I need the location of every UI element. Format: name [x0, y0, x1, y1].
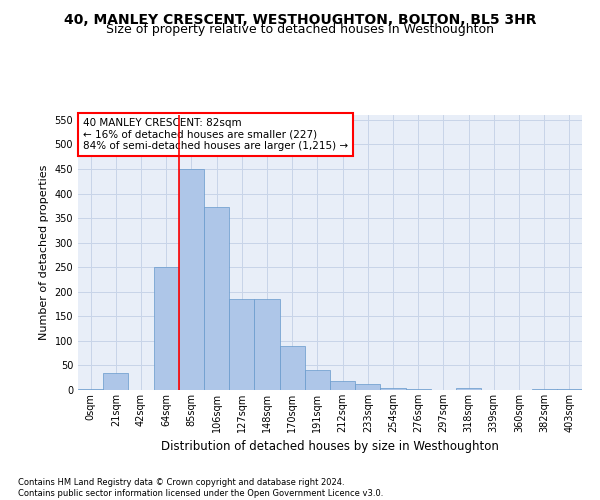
Bar	[254, 299, 280, 390]
Bar	[456, 388, 481, 390]
Bar	[330, 380, 355, 390]
Bar	[78, 388, 103, 390]
X-axis label: Distribution of detached houses by size in Westhoughton: Distribution of detached houses by size …	[161, 440, 499, 454]
Text: 40 MANLEY CRESCENT: 82sqm
← 16% of detached houses are smaller (227)
84% of semi: 40 MANLEY CRESCENT: 82sqm ← 16% of detac…	[83, 118, 348, 151]
Bar	[557, 388, 582, 390]
Bar	[229, 299, 254, 390]
Bar	[532, 389, 557, 390]
Bar	[380, 388, 406, 390]
Bar	[355, 384, 380, 390]
Bar	[280, 346, 305, 390]
Bar	[154, 267, 179, 390]
Bar	[179, 169, 204, 390]
Bar	[204, 208, 229, 390]
Text: Size of property relative to detached houses in Westhoughton: Size of property relative to detached ho…	[106, 22, 494, 36]
Text: Contains HM Land Registry data © Crown copyright and database right 2024.
Contai: Contains HM Land Registry data © Crown c…	[18, 478, 383, 498]
Bar	[103, 373, 128, 390]
Y-axis label: Number of detached properties: Number of detached properties	[39, 165, 49, 340]
Bar	[406, 389, 431, 390]
Bar	[305, 370, 330, 390]
Text: 40, MANLEY CRESCENT, WESTHOUGHTON, BOLTON, BL5 3HR: 40, MANLEY CRESCENT, WESTHOUGHTON, BOLTO…	[64, 12, 536, 26]
